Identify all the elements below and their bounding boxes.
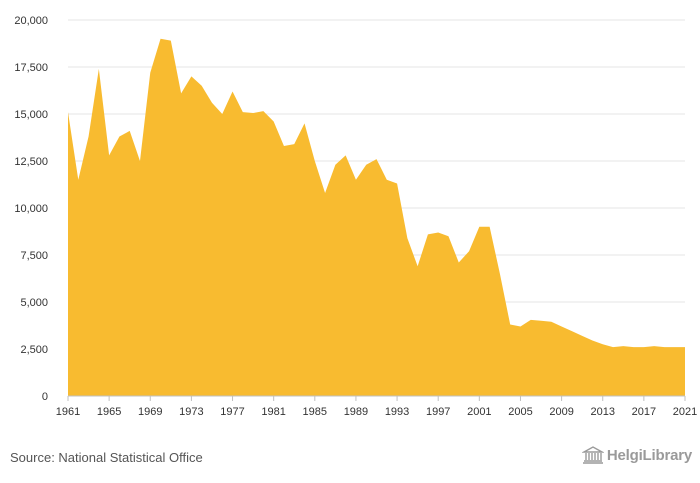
y-tick-label: 10,000 [14,203,48,215]
x-axis-tick-labels: 1961 1965 1969 1973 1977 1981 1985 1989 1993 1997… [56,406,697,418]
x-tick-label: 2001 [467,406,491,418]
y-tick-label: 7,500 [20,250,48,262]
brand-logo: HelgiLibrary [581,446,692,464]
chart-footer: Source: National Statistical Office Helg… [0,440,700,483]
x-tick-label: 1997 [426,406,450,418]
x-tick-label: 2017 [632,406,656,418]
x-tick-label: 2021 [673,406,697,418]
x-tick-label: 1989 [344,406,368,418]
x-tick-label: 1977 [220,406,244,418]
source-note: Source: National Statistical Office [10,450,203,465]
x-tick-label: 1981 [261,406,285,418]
y-tick-label: 15,000 [14,109,48,121]
y-tick-label: 12,500 [14,156,48,168]
x-tick-label: 1993 [385,406,409,418]
x-tick-label: 1965 [97,406,121,418]
x-tick-label: 2013 [590,406,614,418]
y-tick-label: 5,000 [20,297,48,309]
brand-name: HelgiLibrary [606,446,692,464]
x-tick-label: 1973 [179,406,203,418]
x-tick-label: 1961 [56,406,80,418]
x-tick-label: 1985 [303,406,327,418]
library-building-icon [581,446,604,464]
axes [67,395,686,401]
y-tick-label: 17,500 [14,62,48,74]
x-tick-label: 2005 [508,406,532,418]
area-series [68,38,685,397]
y-tick-label: 2,500 [20,344,48,356]
area-chart: 0 2,500 5,000 7,500 10,000 12,500 15,000 17,500… [14,15,697,418]
y-tick-label: 0 [42,391,48,403]
x-tick-label: 2009 [549,406,573,418]
y-axis-tick-labels: 0 2,500 5,000 7,500 10,000 12,500 15,000 17,500… [14,15,48,403]
y-tick-label: 20,000 [14,15,48,27]
x-tick-label: 1969 [138,406,162,418]
